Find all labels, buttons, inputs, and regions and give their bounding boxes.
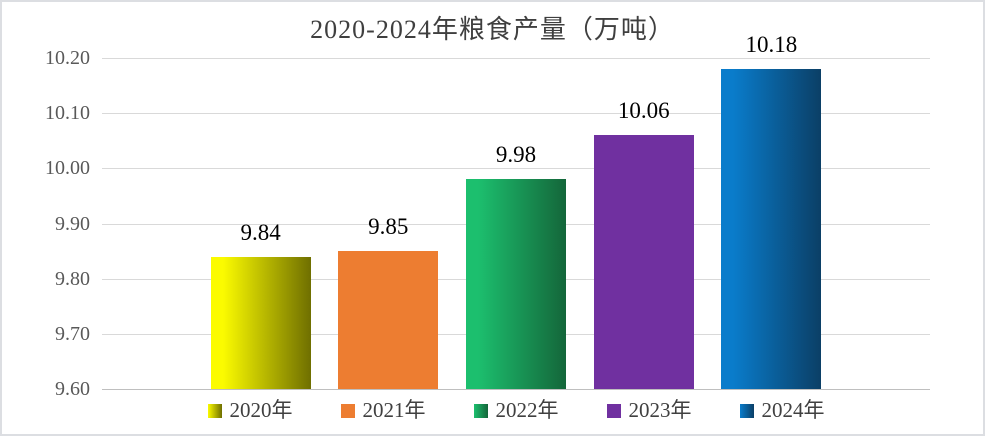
bar-value-label: 9.98	[495, 142, 537, 168]
legend-label: 2021年	[362, 398, 426, 422]
gridline	[102, 58, 930, 59]
legend-item-2024[interactable]: 2024年	[739, 398, 825, 422]
bar-2021[interactable]	[338, 251, 439, 389]
gridline	[102, 113, 930, 115]
bar-value-label: 9.85	[368, 214, 409, 240]
y-axis-tick-label: 9.90	[55, 212, 90, 235]
y-axis-tick-label: 10.10	[45, 102, 90, 125]
bar-2022[interactable]	[466, 179, 566, 389]
legend-item-2023[interactable]: 2023年	[606, 398, 692, 422]
legend-item-2020[interactable]: 2020年	[207, 398, 293, 422]
legend-swatch-icon	[473, 403, 488, 418]
bar-value-label: 9.84	[240, 219, 281, 245]
legend-label: 2020年	[229, 398, 293, 422]
legend-label: 2023年	[628, 398, 692, 422]
legend-label: 2024年	[761, 398, 825, 422]
bar-value-label: 10.18	[745, 32, 798, 58]
bar-2024[interactable]	[721, 69, 822, 389]
bar-2023[interactable]	[593, 135, 694, 389]
bar-value-label: 10.06	[617, 98, 670, 124]
legend-swatch-icon	[340, 403, 355, 418]
y-axis-tick-label: 10.20	[45, 47, 90, 69]
legend-label: 2022年	[495, 398, 559, 422]
legend-swatch-icon	[606, 403, 621, 418]
y-axis-tick-label: 10.00	[45, 157, 90, 180]
y-axis-tick-label: 9.60	[55, 378, 90, 400]
gridline	[102, 168, 930, 170]
x-axis-line	[102, 389, 930, 390]
bar-2020[interactable]	[210, 256, 311, 389]
y-axis: 10.20 10.10 10.00 9.90 9.80 9.70 9.60	[10, 48, 90, 399]
legend-item-2022[interactable]: 2022年	[473, 398, 559, 422]
chart-title: 2020-2024年粮食产量（万吨）	[310, 15, 675, 44]
y-axis-tick-label: 9.70	[55, 322, 90, 345]
legend-swatch-icon	[207, 403, 222, 418]
plot-area: 9.84 9.85 9.98 10.06 10.18	[102, 33, 930, 390]
legend-swatch-icon	[739, 403, 754, 418]
legend: 2020年 2021年 2022年 2023年 2024年	[102, 400, 930, 421]
legend-item-2021[interactable]: 2021年	[340, 398, 426, 422]
y-axis-tick-label: 9.80	[55, 267, 90, 290]
